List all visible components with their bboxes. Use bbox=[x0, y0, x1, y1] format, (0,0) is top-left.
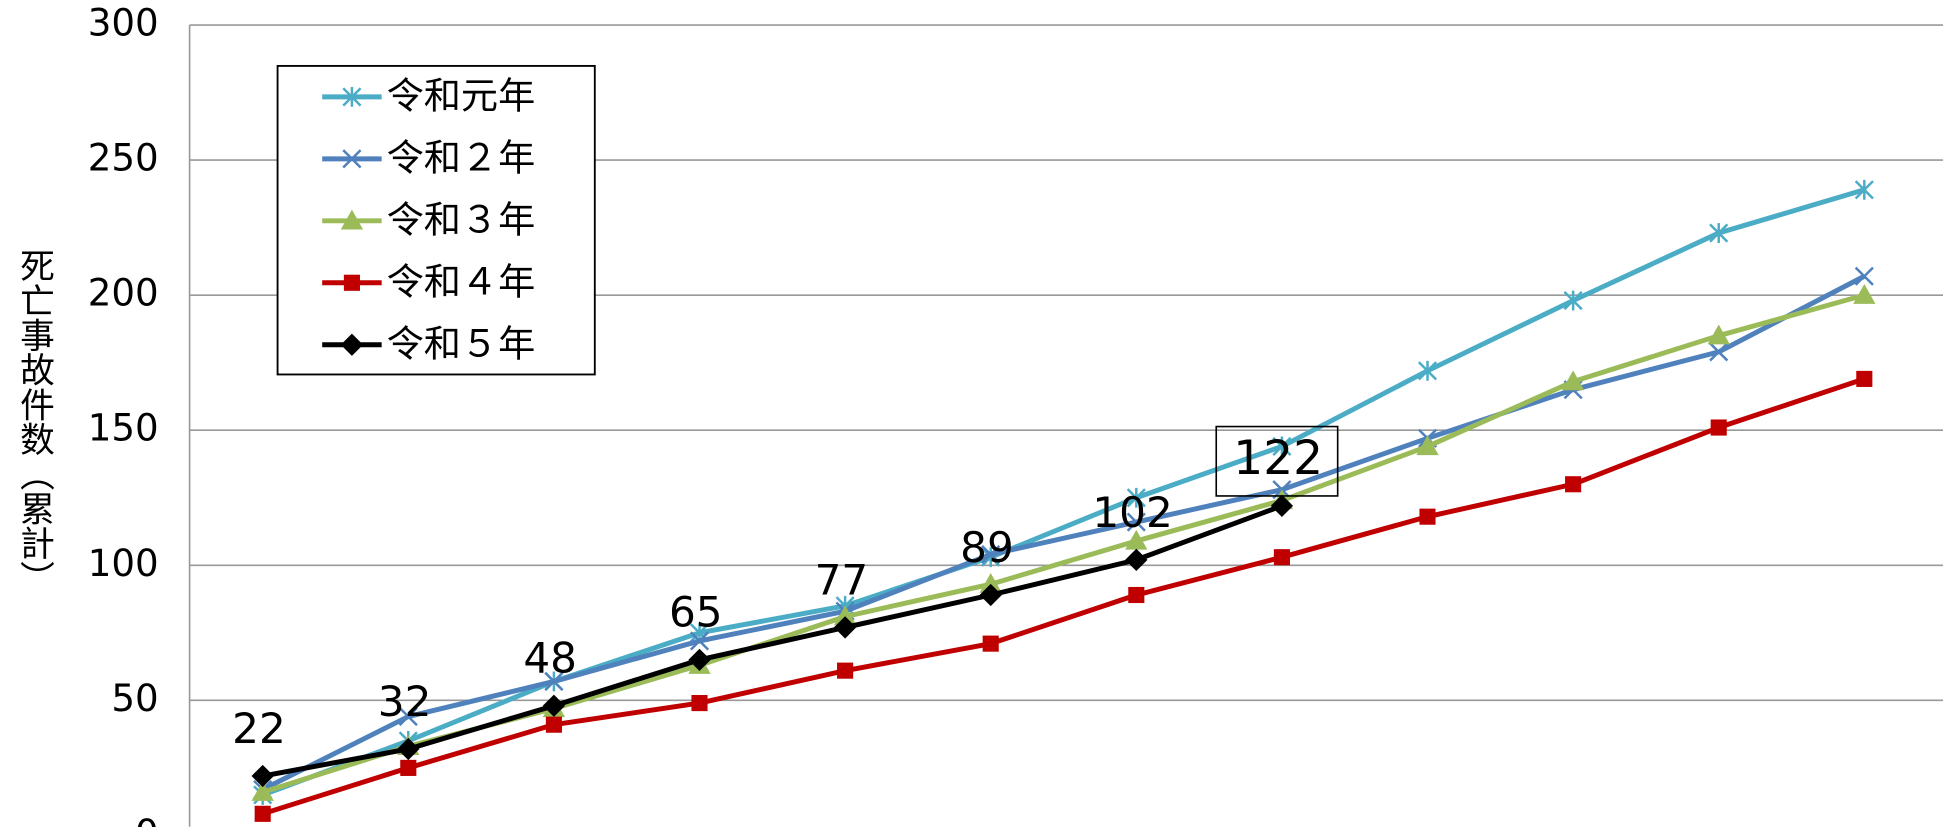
data-point bbox=[1707, 324, 1730, 345]
legend-label: 令和４年 bbox=[387, 260, 536, 304]
data-label: 22 bbox=[232, 704, 286, 753]
data-point bbox=[398, 707, 418, 727]
data-point bbox=[1272, 436, 1292, 457]
y-tick-label: 250 bbox=[88, 136, 159, 180]
data-label: 89 bbox=[960, 523, 1014, 572]
legend-label: 令和元年 bbox=[387, 74, 536, 118]
legend-label: 令和５年 bbox=[387, 321, 536, 365]
data-point bbox=[1856, 370, 1873, 387]
data-label: 65 bbox=[669, 588, 723, 637]
data-point bbox=[1565, 476, 1582, 493]
data-point bbox=[400, 759, 417, 776]
y-tick-label: 300 bbox=[88, 1, 159, 45]
data-point bbox=[1125, 529, 1148, 550]
data-point bbox=[1710, 419, 1727, 436]
data-label: 122 bbox=[1233, 431, 1323, 486]
data-point bbox=[1125, 548, 1148, 572]
data-point bbox=[1561, 370, 1585, 391]
series-line bbox=[262, 503, 1283, 779]
data-label: 77 bbox=[815, 555, 869, 604]
data-point bbox=[837, 662, 854, 679]
legend-label: 令和２年 bbox=[387, 136, 536, 180]
legend-marker bbox=[342, 86, 362, 107]
legend-label: 令和３年 bbox=[387, 198, 536, 242]
data-label: 48 bbox=[523, 634, 577, 683]
series-line bbox=[261, 376, 1866, 817]
data-point bbox=[1126, 512, 1146, 532]
data-point bbox=[1854, 179, 1874, 200]
data-label: 32 bbox=[378, 677, 432, 726]
y-tick-label: 150 bbox=[88, 406, 159, 450]
y-tick-label: 100 bbox=[88, 541, 159, 585]
data-point bbox=[689, 631, 710, 651]
data-point bbox=[1270, 494, 1294, 518]
data-point bbox=[1563, 290, 1583, 311]
data-point bbox=[833, 605, 857, 626]
data-point bbox=[542, 694, 566, 717]
data-point bbox=[1709, 342, 1729, 362]
data-point bbox=[1419, 508, 1436, 525]
data-point bbox=[979, 573, 1002, 593]
data-label: 102 bbox=[1092, 488, 1172, 537]
data-point bbox=[544, 671, 564, 692]
legend-marker bbox=[340, 209, 364, 230]
data-point bbox=[1417, 360, 1438, 381]
legend-marker bbox=[340, 333, 364, 356]
y-axis-label: 死亡事故件数（累計） bbox=[13, 248, 54, 595]
data-point bbox=[251, 781, 274, 801]
data-point bbox=[691, 695, 708, 712]
data-point bbox=[688, 648, 711, 671]
data-point bbox=[1853, 284, 1876, 304]
data-point bbox=[1128, 586, 1145, 604]
legend-marker bbox=[342, 149, 362, 169]
y-tick-label: 200 bbox=[88, 271, 159, 315]
data-point bbox=[1709, 223, 1729, 243]
y-tick-label: 50 bbox=[111, 676, 158, 720]
data-point bbox=[1273, 549, 1290, 566]
data-point bbox=[981, 544, 1001, 565]
data-point bbox=[1416, 435, 1439, 456]
legend-marker bbox=[343, 274, 360, 291]
series-line bbox=[261, 187, 1866, 798]
data-point bbox=[1854, 266, 1874, 286]
data-label-box bbox=[1215, 425, 1339, 497]
y-tick-label: 0 bbox=[135, 811, 159, 827]
data-point bbox=[545, 716, 562, 733]
data-point bbox=[1126, 487, 1146, 508]
data-point bbox=[982, 635, 999, 652]
series-line bbox=[261, 274, 1866, 792]
data-point bbox=[254, 805, 271, 822]
